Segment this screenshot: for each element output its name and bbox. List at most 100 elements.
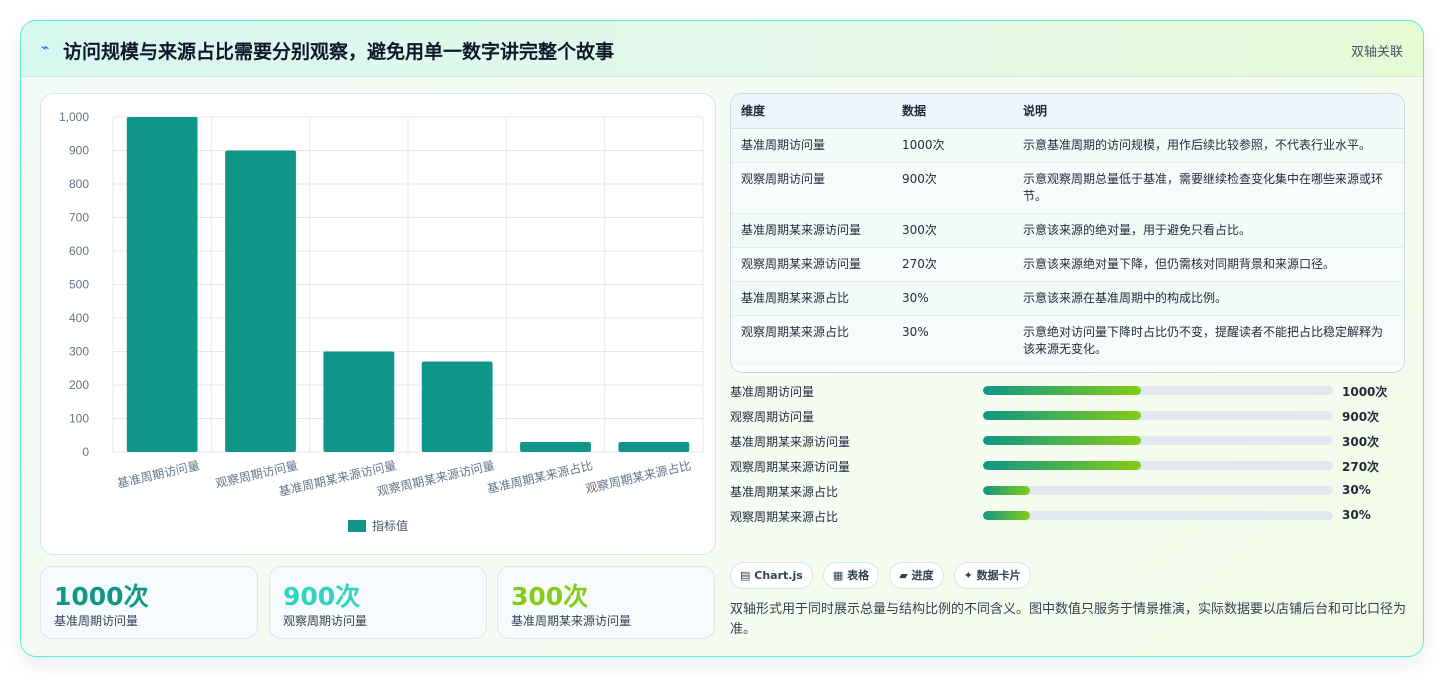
tag-progress[interactable]: ▰ 进度 (889, 562, 944, 589)
y-tick-label: 800 (69, 177, 89, 191)
kpi-label: 基准周期访问量 (54, 614, 139, 628)
column-header-data: 数据 (892, 94, 1013, 129)
tag-label: 表格 (847, 569, 870, 582)
table-cell: 观察周期某来源访问量 (731, 247, 892, 282)
progress-value: 30% (1342, 483, 1371, 497)
bar-chart-panel: 0 100 200 300 400 500 600 700 800 900 1,000 基准周期访问量… (40, 93, 716, 555)
legend-label: 指标值 (372, 518, 408, 533)
bar (421, 361, 493, 452)
table-row: 基准周期某来源占比 30% 示意该来源在基准周期中的构成比例。 (731, 281, 1404, 316)
tag-data-card[interactable]: ✦ 数据卡片 (953, 562, 1031, 589)
tag-label: Chart.js (754, 569, 803, 582)
progress-track (983, 386, 1333, 395)
table-cell: 270次 (892, 247, 1013, 282)
tag-table[interactable]: ▦ 表格 (822, 562, 880, 589)
progress-label: 基准周期某来源访问量 (730, 435, 851, 449)
page-title: 访问规模与来源占比需要分别观察，避免用单一数字讲完整个故事 (63, 41, 615, 63)
progress-track (983, 411, 1333, 420)
x-tick-label: 基准周期访问量 (116, 458, 201, 491)
x-tick-label: 基准周期某来源占比 (486, 457, 595, 496)
table-cell: 示意该来源在基准周期中的构成比例。 (1013, 281, 1404, 316)
progress-track (983, 436, 1333, 445)
progress-label: 观察周期某来源访问量 (730, 460, 851, 474)
table-cell: 示意观察周期总量低于基准，需要继续检查变化集中在哪些来源或环节。 (1013, 162, 1404, 214)
tag-chartjs[interactable]: ▤ Chart.js (730, 562, 813, 589)
bar (225, 150, 296, 452)
y-tick-label: 500 (69, 278, 89, 292)
table-cell: 基准周期某来源占比 (731, 281, 892, 316)
y-tick-label: 700 (69, 211, 89, 225)
sparkle-icon: ✦ (963, 569, 973, 582)
progress-row: 观察周期某来源占比 30% (730, 508, 1410, 533)
progress-value: 900次 (1342, 410, 1380, 424)
bar (520, 441, 591, 452)
y-tick-label: 200 (69, 378, 89, 392)
progress-fill (983, 461, 1141, 470)
progress-fill (983, 486, 1031, 495)
trend-icon: ⌁ (41, 40, 50, 56)
table-cell: 30% (892, 281, 1013, 316)
data-table-panel: 维度 数据 说明 基准周期访问量 1000次 示意基准周期的访问规模，用作后续比… (730, 93, 1405, 373)
kpi-value: 900次 (283, 582, 361, 611)
kpi-card-baseline-visits: 1000次 基准周期访问量 (40, 566, 258, 639)
tag-label: 数据卡片 (976, 569, 1021, 582)
y-tick-label: 300 (69, 345, 89, 359)
y-tick-label: 0 (82, 445, 89, 459)
kpi-label: 观察周期访问量 (283, 614, 368, 628)
progress-track (983, 461, 1333, 470)
progress-track (983, 486, 1333, 495)
data-table: 维度 数据 说明 基准周期访问量 1000次 示意基准周期的访问规模，用作后续比… (731, 94, 1404, 366)
progress-value: 1000次 (1342, 385, 1388, 399)
table-row: 基准周期某来源访问量 300次 示意该来源的绝对量，用于避免只看占比。 (731, 213, 1404, 248)
bar (126, 117, 198, 452)
progress-row: 基准周期访问量 1000次 (730, 383, 1410, 408)
bar-chart: 0 100 200 300 400 500 600 700 800 900 1,000 基准周期访问量… (59, 110, 704, 533)
table-header-row: 维度 数据 说明 (731, 94, 1404, 129)
table-cell: 示意该来源绝对量下降，但仍需核对同期背景和来源口径。 (1013, 247, 1404, 282)
table-icon: ▦ (832, 569, 844, 582)
tag-label: 进度 (911, 569, 934, 582)
table-cell: 观察周期某来源占比 (731, 315, 892, 366)
column-header-dimension: 维度 (731, 94, 892, 129)
bar (618, 441, 690, 452)
progress-fill (983, 511, 1031, 520)
kpi-card-source-visits: 300次 基准周期某来源访问量 (497, 566, 715, 639)
y-tick-label: 100 (69, 412, 89, 426)
dashboard-card: ⌁ 访问规模与来源占比需要分别观察，避免用单一数字讲完整个故事 双轴关联 0 10… (20, 20, 1424, 657)
chart-icon: ▤ (740, 569, 751, 582)
table-row: 观察周期某来源占比 30% 示意绝对访问量下降时占比仍不变，提醒读者不能把占比稳… (731, 315, 1404, 366)
progress-label: 观察周期某来源占比 (730, 510, 839, 524)
progress-row: 观察周期访问量 900次 (730, 408, 1410, 433)
progress-label: 观察周期访问量 (730, 410, 815, 424)
progress-value: 30% (1342, 508, 1371, 522)
table-cell: 示意该来源的绝对量，用于避免只看占比。 (1013, 213, 1404, 248)
progress-row: 观察周期某来源访问量 270次 (730, 458, 1410, 483)
table-row: 基准周期访问量 1000次 示意基准周期的访问规模，用作后续比较参照，不代表行业… (731, 128, 1404, 163)
progress-value: 300次 (1342, 435, 1380, 449)
table-cell: 基准周期某来源访问量 (731, 213, 892, 248)
kpi-label: 基准周期某来源访问量 (511, 614, 632, 628)
table-cell: 300次 (892, 213, 1013, 248)
kpi-value: 1000次 (54, 582, 149, 611)
progress-fill (983, 386, 1141, 395)
dual-axis-badge: 双轴关联 (1350, 45, 1403, 60)
table-cell: 900次 (892, 162, 1013, 214)
progress-fill (983, 436, 1141, 445)
tag-list: ▤ Chart.js ▦ 表格 ▰ 进度 ✦ 数据卡片 (730, 562, 1036, 590)
progress-value: 270次 (1342, 460, 1380, 474)
table-row: 观察周期访问量 900次 示意观察周期总量低于基准，需要继续检查变化集中在哪些来… (731, 162, 1404, 214)
bar (323, 351, 395, 452)
y-tick-label: 400 (69, 311, 89, 325)
table-cell: 基准周期访问量 (731, 128, 892, 163)
progress-icon: ▰ (899, 569, 908, 582)
table-cell: 1000次 (892, 128, 1013, 163)
progress-label: 基准周期某来源占比 (730, 485, 839, 499)
table-cell: 示意绝对访问量下降时占比仍不变，提醒读者不能把占比稳定解释为该来源无变化。 (1013, 315, 1404, 366)
kpi-card-observed-visits: 900次 观察周期访问量 (269, 566, 487, 639)
table-cell: 30% (892, 315, 1013, 366)
progress-label: 基准周期访问量 (730, 385, 815, 399)
x-tick-label: 观察周期某来源占比 (584, 457, 693, 496)
y-tick-label: 900 (69, 144, 89, 158)
card-header: ⌁ 访问规模与来源占比需要分别观察，避免用单一数字讲完整个故事 双轴关联 (21, 21, 1423, 77)
kpi-value: 300次 (511, 582, 589, 611)
